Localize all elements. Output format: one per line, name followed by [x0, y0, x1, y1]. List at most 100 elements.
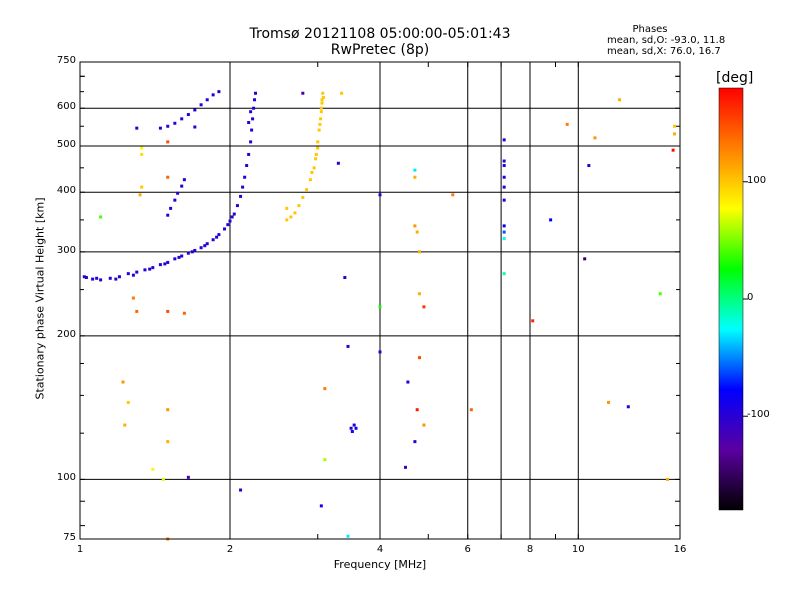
data-point [415, 230, 419, 234]
data-point [502, 159, 506, 163]
data-point [99, 278, 103, 282]
data-point [413, 224, 417, 228]
grid-lines [79, 62, 681, 539]
data-point [316, 146, 320, 150]
data-point [166, 175, 170, 179]
data-point [320, 98, 324, 102]
data-point [422, 305, 426, 309]
data-point [186, 113, 190, 117]
data-point [502, 185, 506, 189]
data-point [346, 344, 350, 348]
data-point [502, 164, 506, 168]
data-point [413, 168, 417, 172]
data-point [166, 408, 170, 412]
data-point [308, 178, 312, 182]
data-point [293, 211, 297, 215]
data-point [285, 206, 289, 210]
data-point [469, 408, 473, 412]
data-point [320, 101, 324, 105]
data-point [253, 98, 257, 102]
data-point [319, 117, 323, 121]
x-tick-label: 16 [673, 544, 687, 555]
data-point [321, 95, 325, 99]
data-point [289, 215, 293, 219]
data-point [193, 108, 197, 112]
data-point [336, 161, 340, 165]
data-point [565, 122, 569, 126]
data-point [502, 236, 506, 240]
data-point [252, 106, 256, 110]
data-point [158, 126, 162, 130]
data-point [177, 255, 181, 259]
data-point [123, 423, 127, 427]
data-point [378, 193, 382, 197]
data-point [671, 148, 675, 152]
data-point [413, 440, 417, 444]
data-point [99, 215, 103, 219]
data-point [239, 488, 243, 492]
data-points [82, 90, 677, 541]
data-point [186, 475, 190, 479]
data-point [131, 296, 135, 300]
data-point [173, 198, 177, 202]
data-point [193, 125, 197, 129]
x-tick-label: 8 [526, 544, 534, 555]
data-point [166, 260, 170, 264]
data-point [235, 204, 239, 208]
data-point [310, 170, 314, 174]
data-point [215, 235, 219, 239]
data-point [117, 275, 121, 279]
data-point [587, 164, 591, 168]
data-point [247, 152, 251, 156]
x-tick-label: 6 [464, 544, 471, 555]
colorbar-unit-label: [deg] [716, 70, 754, 86]
data-point [249, 110, 253, 114]
data-point [131, 273, 135, 277]
phases-stats-x-mode: mean, sd,X: 76.0, 16.7 [607, 46, 721, 57]
data-point [84, 276, 88, 280]
data-point [135, 126, 139, 130]
data-point [502, 198, 506, 202]
data-point [211, 93, 215, 97]
data-point [249, 140, 253, 144]
x-axis-label: Frequency [MHz] [333, 558, 427, 571]
data-point [108, 276, 112, 280]
data-point [314, 157, 318, 161]
data-point [583, 257, 587, 261]
y-tick-label: 400 [56, 185, 76, 197]
data-point [166, 124, 170, 128]
data-point [140, 152, 144, 156]
data-point [250, 128, 254, 132]
data-point [114, 277, 118, 281]
data-point [415, 408, 419, 412]
y-tick-label: 750 [56, 55, 76, 66]
data-point [217, 233, 221, 237]
data-point [151, 467, 155, 471]
data-point [417, 356, 421, 360]
data-point [626, 405, 630, 409]
data-point [135, 309, 139, 313]
data-point [297, 204, 301, 208]
chart-title: Tromsø 20121108 05:00:00-05:01:43 [249, 26, 511, 42]
data-point [422, 423, 426, 427]
data-point [673, 124, 677, 128]
data-point [618, 98, 622, 102]
data-point [658, 292, 662, 296]
data-point [346, 534, 350, 538]
data-point [158, 263, 162, 267]
data-point [413, 175, 417, 179]
data-point [251, 117, 255, 121]
data-point [343, 276, 347, 280]
data-point [502, 230, 506, 234]
data-point [305, 188, 309, 192]
data-point [143, 268, 147, 272]
data-point [323, 458, 327, 462]
colorbar-ticks [743, 181, 748, 417]
data-point [193, 248, 197, 252]
data-point [316, 140, 320, 144]
data-point [166, 140, 170, 144]
data-point [301, 195, 305, 199]
data-point [349, 426, 353, 430]
y-tick-label: 600 [56, 101, 76, 113]
